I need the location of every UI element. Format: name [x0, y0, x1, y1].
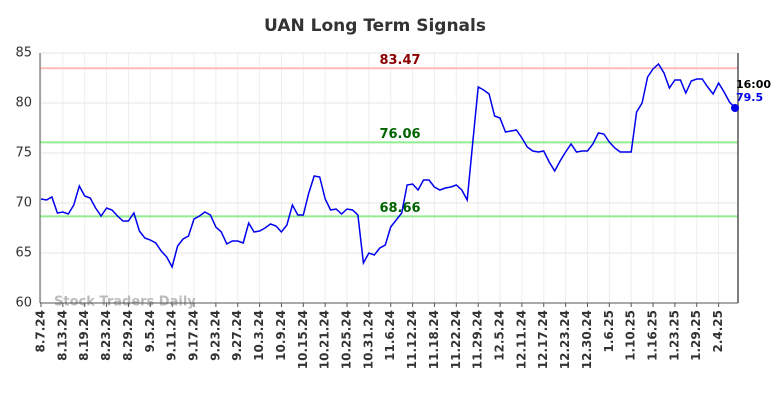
watermark: Stock Traders Daily — [54, 295, 196, 310]
x-tick-label: 1.23.25 — [667, 310, 681, 361]
x-tick-label: 11.29.24 — [471, 310, 485, 369]
x-tick-label: 8.29.24 — [121, 310, 135, 361]
x-tick-label: 2.4.25 — [711, 310, 725, 353]
x-tick-label: 9.5.24 — [143, 310, 157, 353]
chart-title: UAN Long Term Signals — [264, 16, 486, 36]
x-tick-label: 12.5.24 — [493, 310, 507, 361]
x-tick-label: 9.11.24 — [165, 310, 179, 361]
y-tick-label: 80 — [15, 96, 32, 111]
x-tick-label: 12.11.24 — [514, 310, 528, 369]
x-tick-label: 8.7.24 — [34, 310, 48, 353]
x-tick-label: 12.23.24 — [558, 310, 572, 369]
last-point — [731, 104, 739, 112]
x-tick-label: 10.15.24 — [296, 310, 310, 369]
x-tick-label: 11.18.24 — [427, 310, 441, 369]
y-tick-label: 60 — [15, 296, 32, 311]
x-tick-label: 12.17.24 — [536, 310, 550, 369]
x-tick-label: 1.29.25 — [689, 310, 703, 361]
x-tick-label: 8.19.24 — [77, 310, 91, 361]
x-tick-label: 10.3.24 — [252, 310, 266, 361]
x-tick-label: 10.9.24 — [274, 310, 288, 361]
y-tick-label: 70 — [15, 196, 32, 211]
x-tick-label: 9.17.24 — [187, 310, 201, 361]
x-tick-label: 1.16.25 — [646, 310, 660, 361]
y-tick-label: 65 — [15, 246, 32, 261]
y-tick-label: 85 — [15, 46, 32, 61]
x-tick-label: 11.12.24 — [405, 310, 419, 369]
x-tick-label: 10.31.24 — [361, 310, 375, 369]
x-tick-label: 9.27.24 — [230, 310, 244, 361]
last-value-label: 79.5 — [736, 91, 763, 104]
reference-label: 83.47 — [379, 53, 420, 68]
x-tick-label: 11.22.24 — [449, 310, 463, 369]
x-tick-label: 8.23.24 — [99, 310, 113, 361]
x-tick-label: 1.10.25 — [624, 310, 638, 361]
x-tick-label: 9.23.24 — [208, 310, 222, 361]
x-tick-label: 12.30.24 — [580, 310, 594, 369]
x-tick-label: 10.25.24 — [340, 310, 354, 369]
x-tick-label: 10.21.24 — [318, 310, 332, 369]
x-tick-label: 1.6.25 — [602, 310, 616, 353]
x-tick-label: 8.13.24 — [55, 310, 69, 361]
reference-label: 68.66 — [379, 201, 420, 216]
y-tick-label: 75 — [15, 146, 32, 161]
series-line — [40, 62, 736, 270]
x-tick-label: 11.6.24 — [383, 310, 397, 361]
annotation: 16:00 — [736, 78, 771, 91]
reference-label: 76.06 — [379, 127, 420, 142]
